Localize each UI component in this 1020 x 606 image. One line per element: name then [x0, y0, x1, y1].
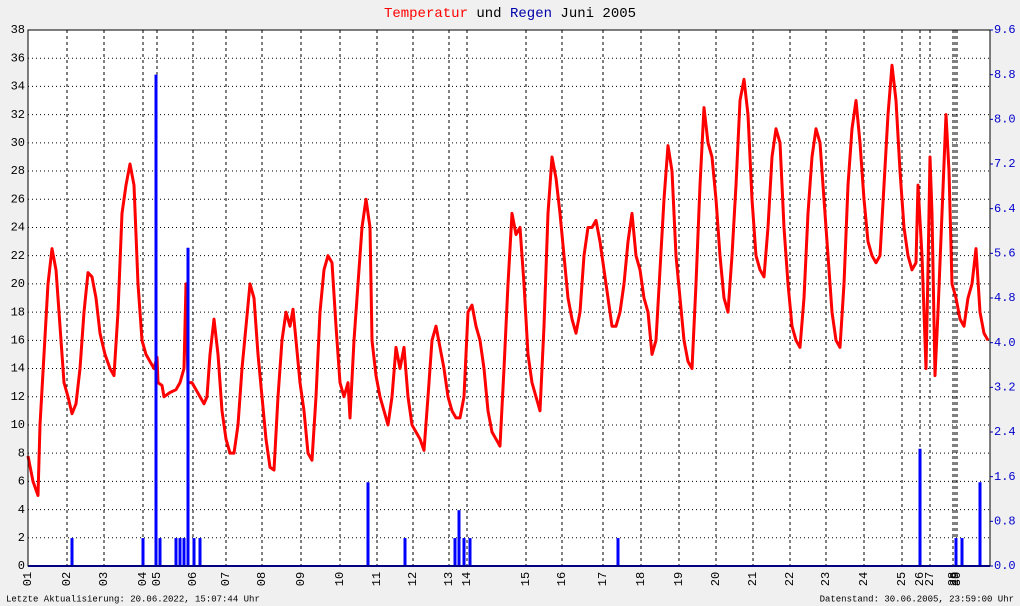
x-tick-label: 24 — [857, 572, 871, 586]
x-tick-label: 25 — [895, 572, 909, 586]
rain-bar — [198, 538, 202, 566]
x-tick-label: 15 — [519, 572, 533, 586]
x-tick-label: 05 — [150, 572, 164, 586]
x-tick-label: 17 — [596, 572, 610, 586]
y-tick-label: 30 — [11, 136, 25, 150]
footer-right: Datenstand: 30.06.2005, 23:59:00 Uhr — [820, 594, 1014, 604]
y-tick-label: 28 — [11, 164, 25, 178]
rain-bar — [70, 538, 74, 566]
y-tick-label: 14 — [11, 362, 25, 376]
y-tick-label: 2 — [18, 531, 25, 545]
y2-tick-label: 8.8 — [994, 68, 1016, 82]
rain-bar — [158, 538, 162, 566]
rain-bar — [178, 538, 182, 566]
plot-frame — [27, 29, 991, 567]
rain-bar — [462, 538, 466, 566]
footer-left: Letzte Aktualisierung: 20.06.2022, 15:07… — [6, 594, 260, 604]
y-tick-label: 16 — [11, 333, 25, 347]
x-tick-label: 14 — [460, 572, 474, 586]
rain-bar — [154, 74, 158, 567]
x-tick-label: 02 — [60, 572, 74, 586]
chart-title: Temperatur und Regen Juni 2005 — [384, 6, 636, 22]
y2-tick-label: 7.2 — [994, 157, 1016, 171]
title-suffix: Juni 2005 — [560, 6, 636, 22]
y2-tick-label: 5.6 — [994, 247, 1016, 261]
x-tick-label: 09 — [294, 572, 308, 586]
x-tick-label: 23 — [819, 572, 833, 586]
y-tick-label: 32 — [11, 108, 25, 122]
x-tick-label: 29 — [948, 572, 962, 586]
x-tick-label: 13 — [442, 572, 456, 586]
y-tick-label: 10 — [11, 418, 25, 432]
rain-bar — [468, 538, 472, 566]
rain-bar — [174, 538, 178, 566]
x-tick-label: 04 — [136, 572, 150, 586]
x-tick-label: 26 — [913, 572, 927, 586]
y-tick-label: 6 — [18, 475, 25, 489]
x-tick-label: 20 — [709, 572, 723, 586]
y2-tick-label: 6.4 — [994, 202, 1016, 216]
x-tick-label: 19 — [672, 572, 686, 586]
y-tick-label: 24 — [11, 221, 25, 235]
x-tick-label: 28 — [946, 572, 960, 586]
y2-tick-label: 0.8 — [994, 515, 1016, 529]
y-tick-label: 12 — [11, 390, 25, 404]
y2-tick-label: 8.0 — [994, 113, 1016, 127]
y-tick-label: 36 — [11, 51, 25, 65]
y2-tick-label: 2.4 — [994, 425, 1016, 439]
rain-bar — [366, 482, 370, 566]
y2-tick-label: 4.0 — [994, 336, 1016, 350]
rain-bar — [918, 448, 922, 566]
title-connector: und — [476, 6, 501, 22]
x-tick-label: 11 — [370, 572, 384, 586]
x-tick-label: 22 — [783, 572, 797, 586]
y2-tick-label: 3.2 — [994, 381, 1016, 395]
y-tick-label: 26 — [11, 192, 25, 206]
rain-bar — [182, 538, 186, 566]
rain-bar — [457, 510, 461, 566]
title-temp: Temperatur — [384, 6, 468, 22]
rain-bar — [403, 538, 407, 566]
rain-bar — [616, 538, 620, 566]
x-tick-label: 30 — [950, 572, 964, 586]
y-tick-label: 4 — [18, 503, 25, 517]
x-tick-label: 12 — [406, 572, 420, 586]
rain-bar — [186, 247, 190, 566]
x-tick-label: 16 — [555, 572, 569, 586]
x-tick-label: 10 — [333, 572, 347, 586]
y-tick-label: 34 — [11, 80, 25, 94]
y-tick-label: 38 — [11, 23, 25, 37]
y2-tick-label: 9.6 — [994, 23, 1016, 37]
y-tick-label: 18 — [11, 305, 25, 319]
y-tick-label: 0 — [18, 559, 25, 573]
x-tick-label: 01 — [21, 572, 35, 586]
x-tick-label: 21 — [746, 572, 760, 586]
y2-tick-label: 4.8 — [994, 291, 1016, 305]
x-tick-label: 06 — [186, 572, 200, 586]
rain-bar — [978, 482, 982, 566]
rain-bar — [960, 538, 964, 566]
rain-bar — [141, 538, 145, 566]
x-tick-label: 18 — [634, 572, 648, 586]
x-tick-label: 07 — [219, 572, 233, 586]
rain-bar — [453, 538, 457, 566]
y-tick-label: 22 — [11, 249, 25, 263]
x-tick-label: 08 — [255, 572, 269, 586]
y2-tick-label: 1.6 — [994, 470, 1016, 484]
rain-bar — [954, 538, 958, 566]
y-tick-label: 20 — [11, 277, 25, 291]
plot-area — [28, 30, 990, 566]
y-tick-label: 8 — [18, 446, 25, 460]
x-tick-label: 27 — [923, 572, 937, 586]
x-tick-label: 03 — [97, 572, 111, 586]
rain-bar — [192, 538, 196, 566]
title-rain: Regen — [510, 6, 552, 22]
y2-tick-label: 0.0 — [994, 559, 1016, 573]
